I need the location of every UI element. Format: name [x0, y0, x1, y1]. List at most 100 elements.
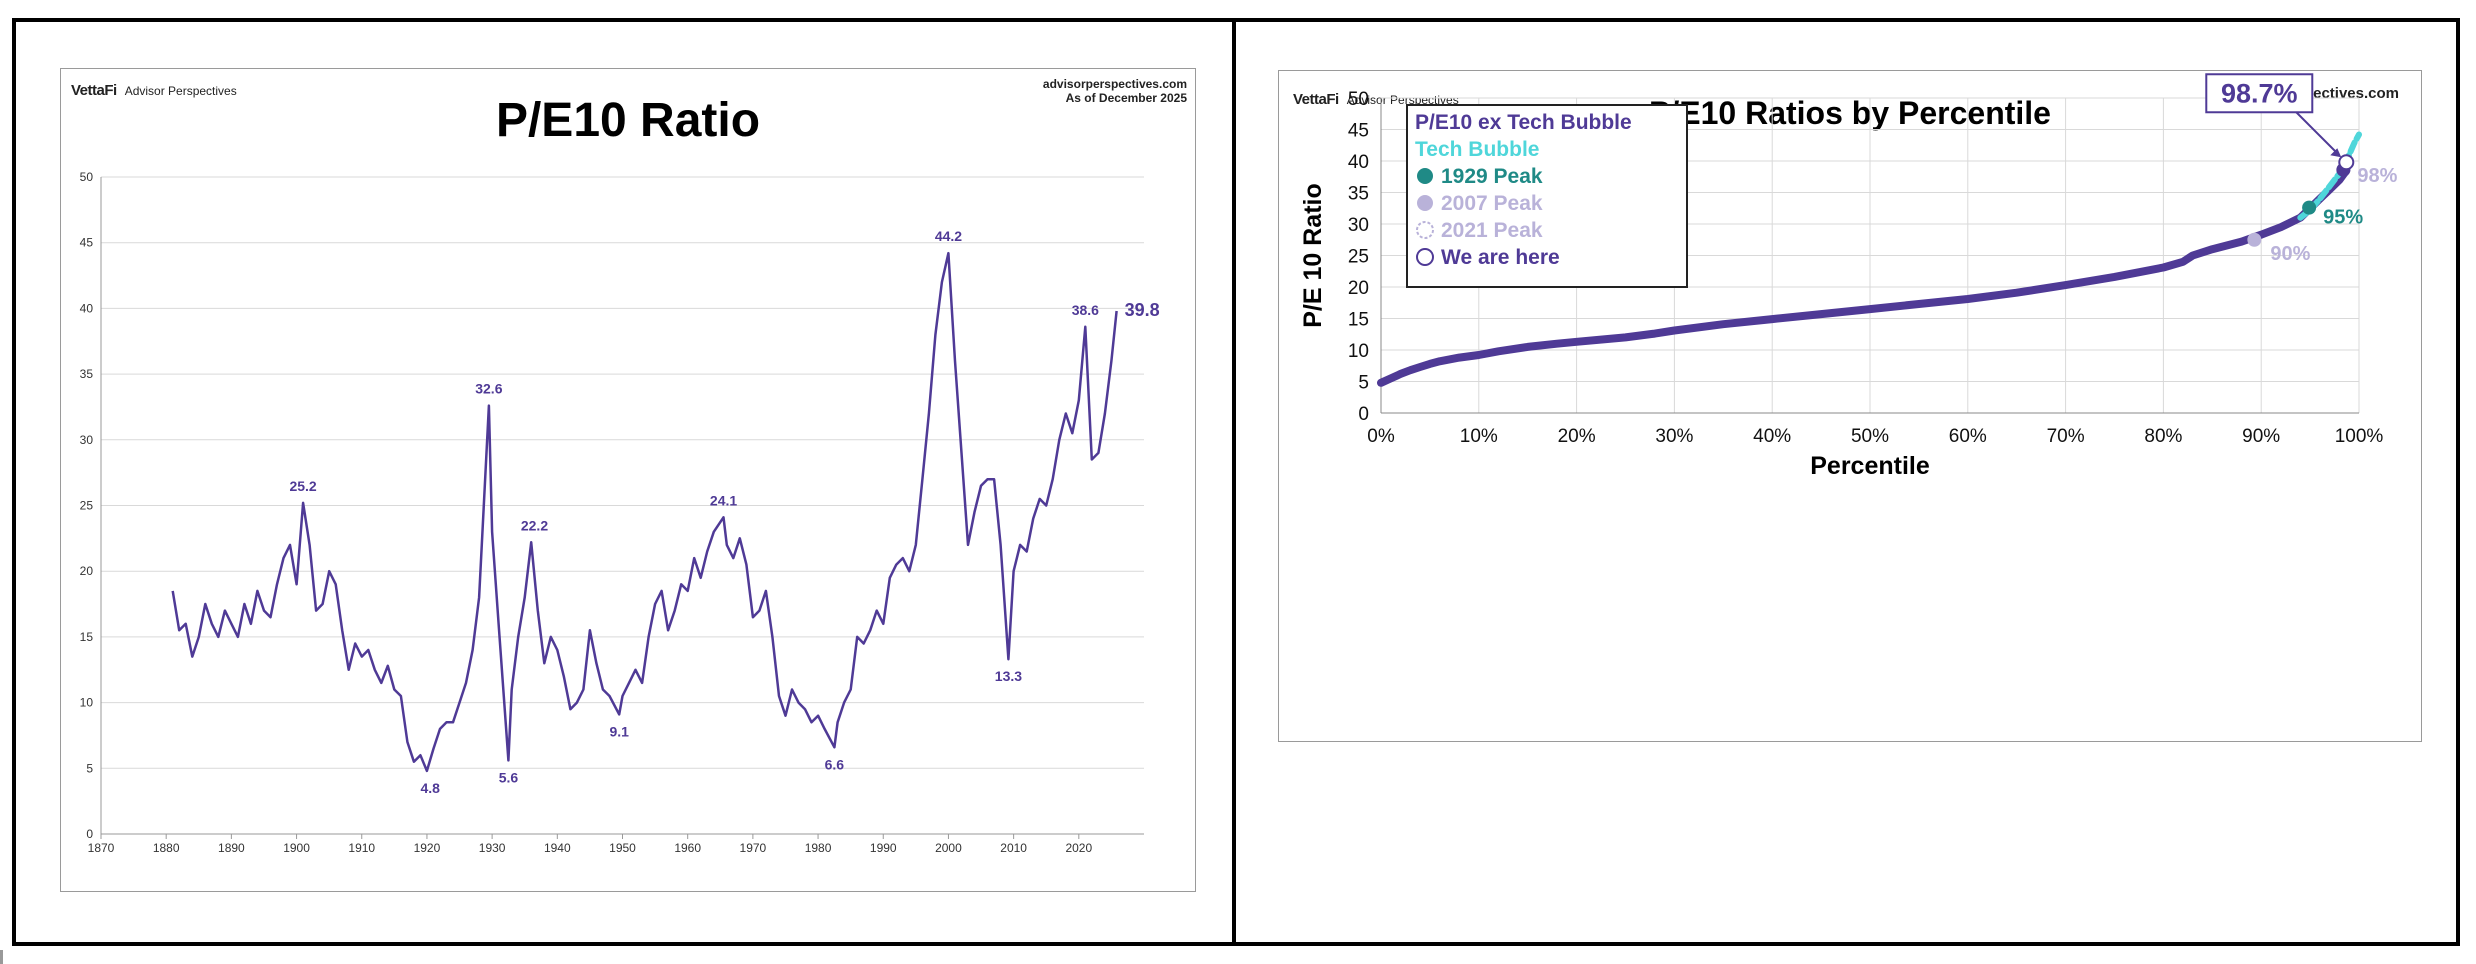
x-tick-label: 1980	[805, 841, 832, 855]
y-tick-label: 5	[1358, 373, 1369, 394]
x-tick-label: 50%	[1851, 426, 1889, 447]
we-are-here-marker	[2338, 154, 2355, 171]
y-tick-label: 10	[80, 696, 94, 710]
legend-label: Tech Bubble	[1415, 138, 1539, 161]
data-label: 24.1	[710, 492, 737, 508]
callout-arrowhead	[2330, 148, 2342, 158]
brand-subtitle: Advisor Perspectives	[1346, 93, 1459, 107]
x-tick-label: 2000	[935, 841, 962, 855]
data-label: 13.3	[995, 668, 1022, 684]
y-tick-label: 15	[80, 630, 94, 644]
legend-marker	[1416, 248, 1434, 266]
y-tick-label: 50	[1348, 89, 1369, 110]
x-tick-label: 1960	[674, 841, 701, 855]
x-tick-label: 80%	[2144, 426, 2182, 447]
x-tick-label: 20%	[1558, 426, 1596, 447]
x-tick-label: 1880	[153, 841, 180, 855]
y-tick-label: 10	[1348, 341, 1369, 362]
y-tick-label: 5	[86, 761, 93, 775]
source-date: As of December 2025	[1065, 91, 1187, 105]
data-label: 39.8	[1125, 300, 1160, 320]
brand-name: VettaFi	[1293, 91, 1339, 108]
x-tick-label: 70%	[2047, 426, 2085, 447]
y-tick-label: 45	[1348, 121, 1369, 142]
brand-name: VettaFi	[71, 82, 117, 99]
data-label: 9.1	[610, 723, 630, 739]
source-url: advisorperspectives.com	[1042, 77, 1187, 91]
x-tick-label: 1940	[544, 841, 571, 855]
y-tick-label: 20	[1348, 278, 1369, 299]
pe10-line-chart: 0 5 10 15 20 25 30 35 40 45 50 1870 1880 1890 1900 1910…	[80, 170, 1160, 855]
legend-marker	[1416, 221, 1434, 239]
chart-title: P/E10 Ratio	[495, 94, 761, 147]
marker-label: 98%	[2357, 165, 2397, 187]
percentile-line-chart: 0 5 10 15 20 25 30 35 40 45 50 0% 10% 20% 30% 40% 50% 60%…	[1299, 73, 2398, 480]
x-tick-label: 1900	[283, 841, 310, 855]
x-tick-label: 2020	[1065, 841, 1092, 855]
y-axis-title: P/E 10 Ratio	[1299, 183, 1327, 328]
y-tick-label: 35	[1348, 184, 1369, 205]
x-tick-label: 1950	[609, 841, 636, 855]
figure-frame	[12, 18, 2460, 946]
y-tick-label: 0	[86, 827, 93, 841]
x-tick-label: 90%	[2242, 426, 2280, 447]
data-label: 6.6	[825, 756, 845, 772]
data-label: 25.2	[289, 478, 316, 494]
data-label: 22.2	[521, 517, 548, 533]
source-note: advisorperspectives.com As of December 2…	[1043, 77, 1187, 105]
y-tick-label: 40	[1348, 152, 1369, 173]
brand-logo: VettaFi Advisor Perspectives	[1293, 91, 1459, 108]
data-label: 32.6	[475, 381, 502, 397]
legend-label: We are here	[1441, 246, 1560, 269]
callout-box	[2205, 73, 2314, 114]
y-tick-label: 45	[80, 236, 94, 250]
y-tick-label: 25	[80, 499, 94, 513]
x-tick-label: 100%	[2335, 426, 2384, 447]
x-tick-label: 1970	[740, 841, 767, 855]
y-tick-label: 35	[80, 367, 94, 381]
brand-logo: VettaFi Advisor Perspectives	[71, 82, 237, 99]
data-label: 38.6	[1072, 302, 1099, 318]
panel-divider	[1232, 18, 1236, 946]
marker-label: 95%	[2323, 207, 2363, 229]
x-tick-label: 10%	[1460, 426, 1498, 447]
x-tick-label: 0%	[1367, 426, 1395, 447]
y-tick-label: 30	[80, 433, 94, 447]
y-tick-label: 25	[1348, 247, 1369, 268]
y-tick-label: 15	[1348, 310, 1369, 331]
y-tick-label: 0	[1358, 404, 1369, 425]
pe10-ratio-panel: VettaFi Advisor Perspectives advisorpersp…	[60, 68, 1196, 892]
x-tick-label: 1930	[479, 841, 506, 855]
x-tick-label: 1870	[88, 841, 115, 855]
marker-label: 90%	[2270, 243, 2310, 265]
pe10-series-line	[171, 251, 1118, 773]
y-tick-label: 30	[1348, 215, 1369, 236]
x-tick-label: 60%	[1949, 426, 1987, 447]
x-tick-label: 1990	[870, 841, 897, 855]
x-tick-label: 1920	[414, 841, 441, 855]
y-tick-label: 40	[80, 301, 94, 315]
legend-box	[1406, 104, 1688, 288]
legend-label: 2021 Peak	[1441, 219, 1543, 242]
callout-label: 98.7%	[2221, 78, 2298, 108]
callout-arrow	[2295, 111, 2340, 156]
edge-mark	[0, 950, 13, 964]
x-tick-label: 30%	[1655, 426, 1693, 447]
chart-title: P/E10 Ratios by Percentile	[1649, 95, 2051, 131]
2007-peak-marker	[2247, 232, 2262, 247]
1929-peak-marker	[2302, 200, 2317, 215]
legend-label: 1929 Peak	[1441, 165, 1543, 188]
legend-marker	[1417, 168, 1433, 184]
data-label: 44.2	[935, 228, 962, 244]
y-tick-label: 50	[80, 170, 94, 184]
data-label: 4.8	[420, 780, 440, 796]
x-tick-label: 2010	[1000, 841, 1027, 855]
x-tick-label: 1890	[218, 841, 245, 855]
data-label: 5.6	[499, 769, 519, 785]
brand-subtitle: Advisor Perspectives	[124, 84, 237, 98]
legend: P/E10 ex Tech Bubble Tech Bubble 1929 Peak…	[1406, 104, 1688, 288]
x-tick-label: 1910	[348, 841, 375, 855]
x-axis-title: Percentile	[1810, 452, 1930, 480]
legend-marker	[1417, 195, 1433, 211]
legend-label: 2007 Peak	[1441, 192, 1543, 215]
